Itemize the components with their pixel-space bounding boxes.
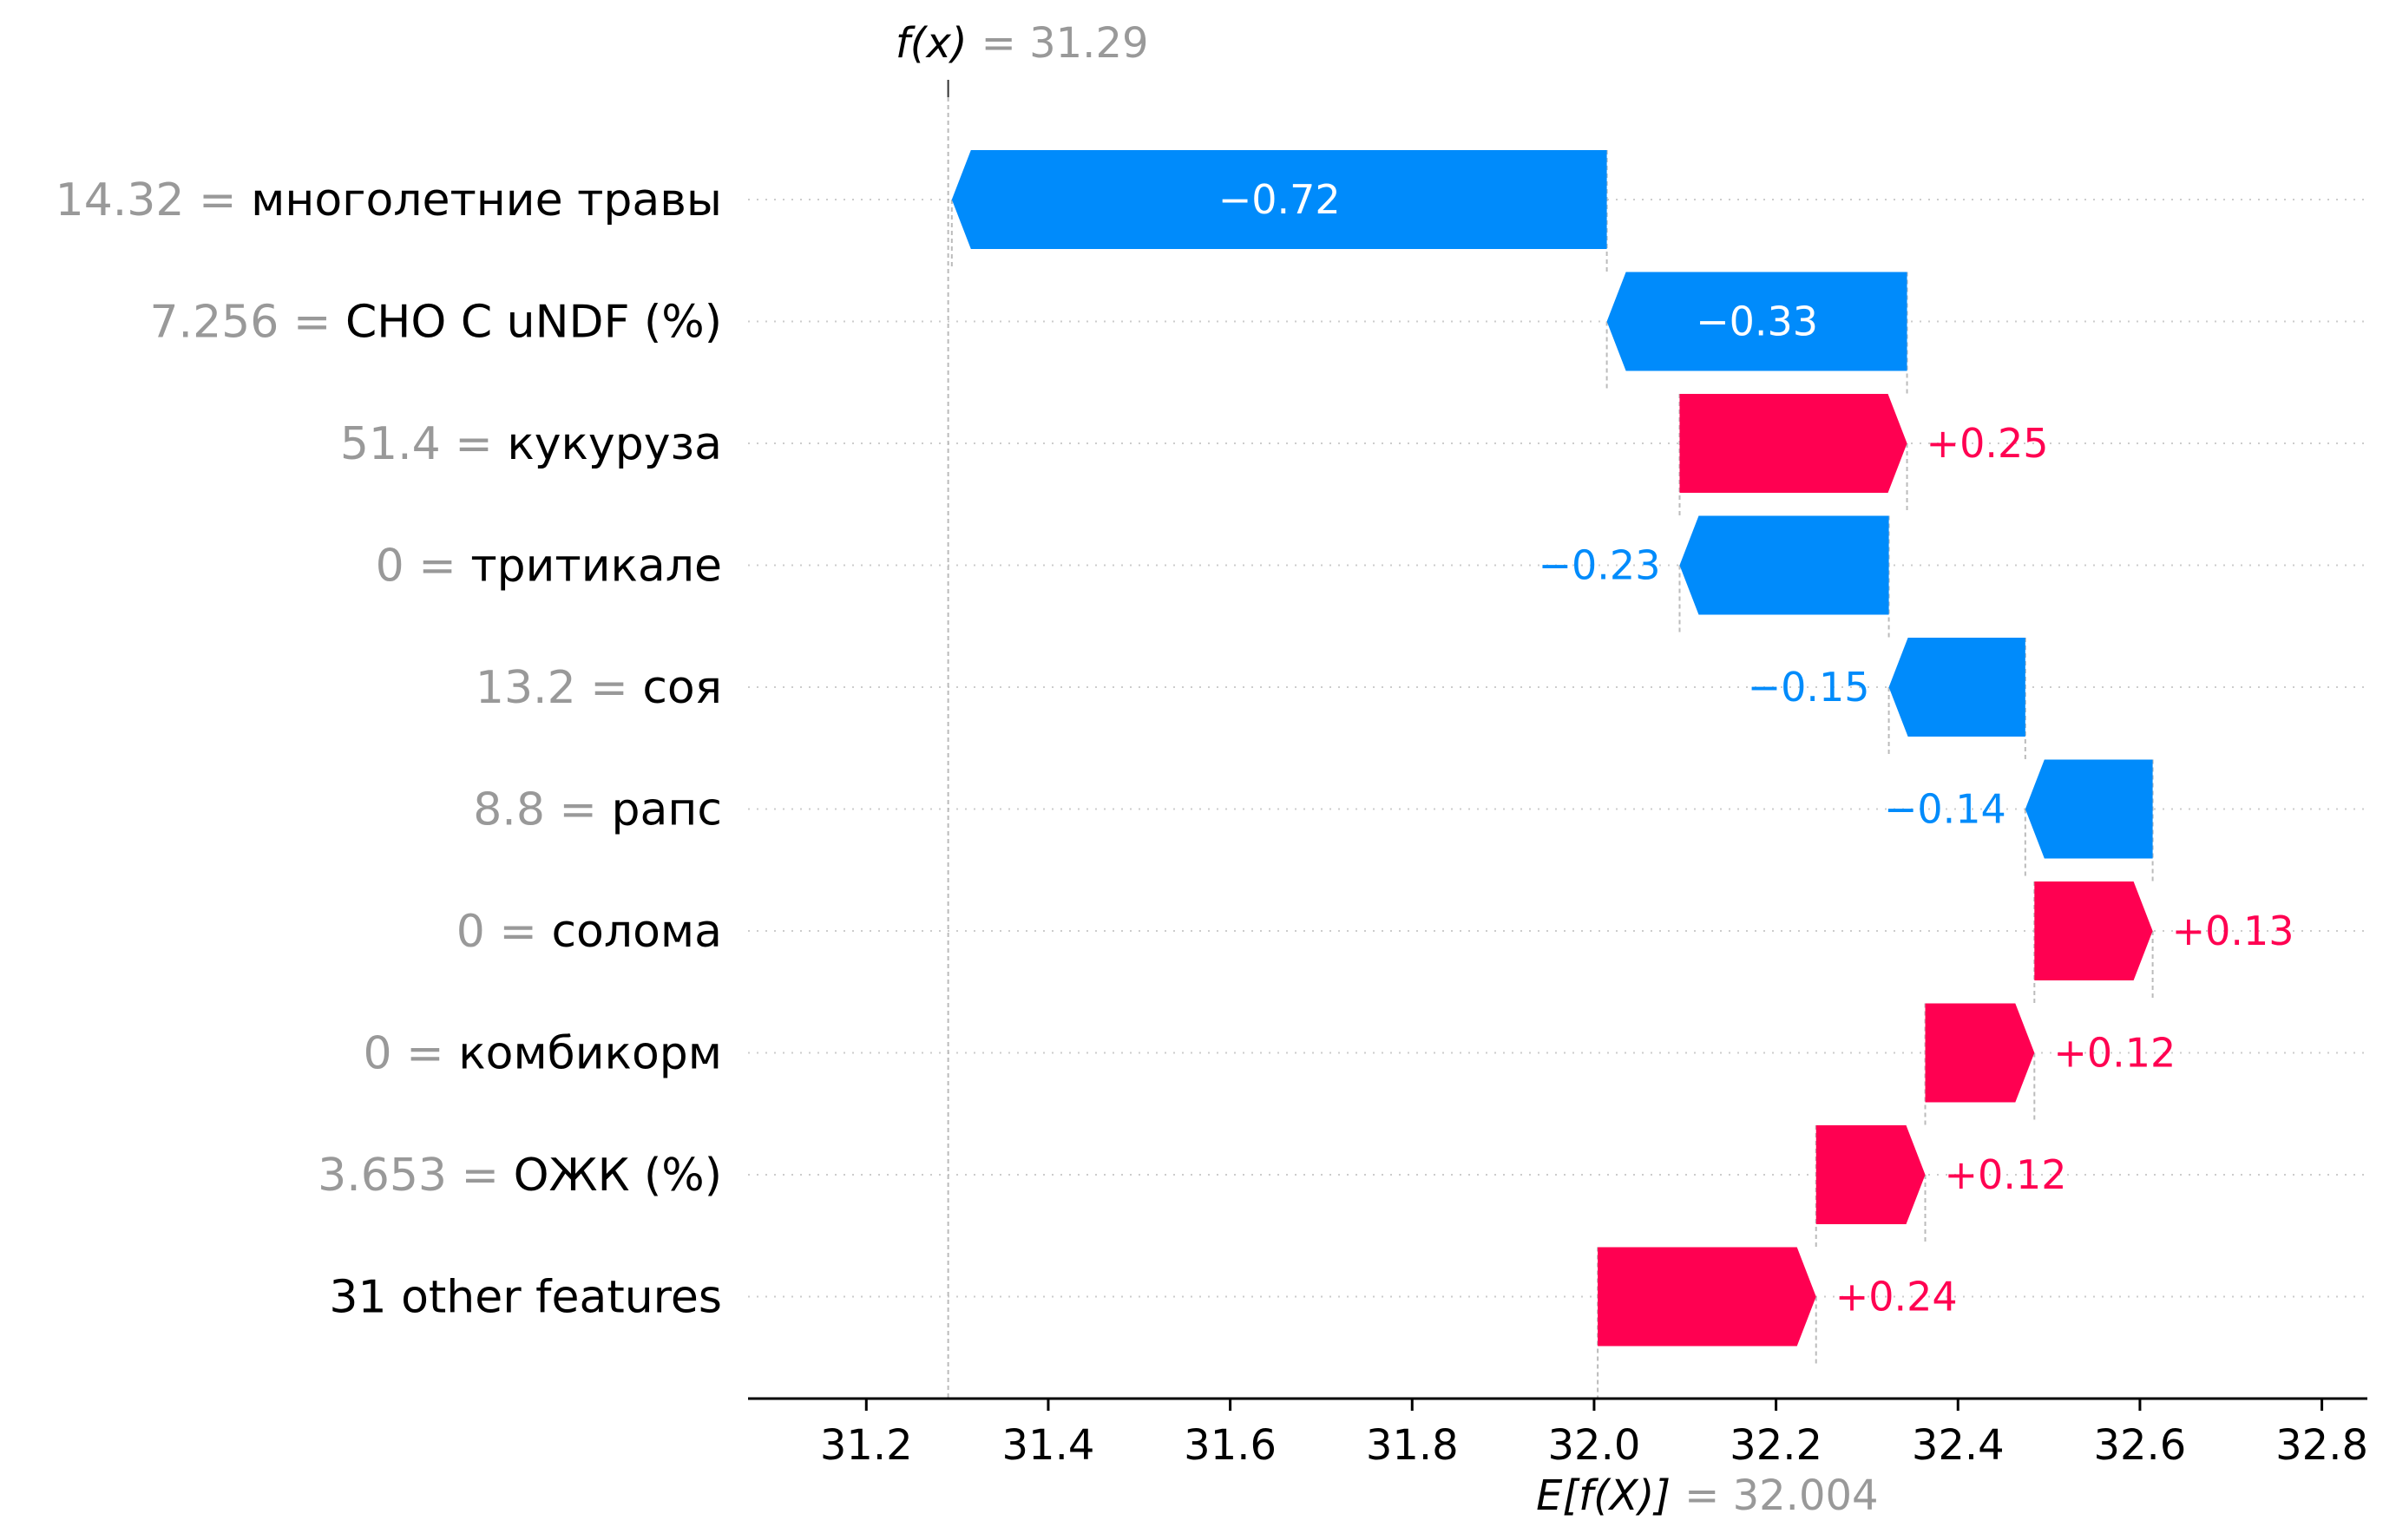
feature-value: 0 = [364,1028,459,1080]
fx-header: f(x) = 31.29 [896,19,1149,68]
feature-label: 3.653 = ОЖК (%) [318,1150,722,1202]
feature-name: рапс [612,784,722,836]
label-layer: −0.72 14.32 = многолетние травы −0.33 7.256… [56,174,2294,1324]
feature-value: 8.8 = [473,784,611,836]
feature-value: 3.653 = [318,1150,514,1202]
feature-label: 31 other features [329,1272,722,1324]
x-tick-label: 32.6 [2093,1421,2186,1470]
feature-label: 14.32 = многолетние травы [56,174,722,226]
shap-value-label: +0.12 [2053,1030,2176,1077]
x-tick-label: 32.0 [1547,1421,1640,1470]
feature-name: комбикорм [458,1028,722,1080]
shap-value-label: −0.23 [1539,542,1661,589]
bar-layer [951,150,2153,1347]
connector-layer [947,80,2154,1399]
feature-name: 31 other features [329,1272,722,1324]
feature-name: кукуруза [507,418,722,470]
base-value-footer: E[f(X)] = 32.004 [1536,1471,1878,1520]
feature-label: 0 = солома [456,906,722,958]
feature-name: ОЖК (%) [514,1150,722,1202]
shap-value-label: −0.72 [1218,176,1341,223]
feature-value: 0 = [376,541,471,593]
shap-value-label: −0.33 [1696,298,1818,345]
feature-label: 13.2 = соя [476,662,722,714]
feature-name: солома [551,906,722,958]
x-tick-label: 32.8 [2275,1421,2368,1470]
shap-value-label: −0.15 [1748,664,1870,711]
x-tick-label: 31.8 [1366,1421,1459,1470]
x-tick-label: 32.4 [1912,1421,2005,1470]
feature-label: 0 = комбикорм [364,1028,723,1080]
shap-bar [1679,394,1907,493]
grid-layer [748,199,2367,1298]
base-value: = 32.004 [1684,1471,1878,1520]
feature-value: 13.2 = [476,662,642,714]
shap-value-label: +0.12 [1945,1151,2067,1198]
x-axis: 31.2 31.4 31.6 31.8 32.0 32.2 32.4 32.6 32.8 [748,1397,2368,1470]
base-label: E[f(X)] [1536,1471,1671,1520]
shap-value-label: +0.25 [1927,420,2049,467]
feature-value: 14.32 = [56,174,252,226]
feature-label: 51.4 = кукуруза [340,418,722,470]
x-tick-label: 31.2 [820,1421,913,1470]
shap-bar [1679,515,1889,615]
shap-bar [2025,759,2153,859]
shap-bar [1888,638,2025,737]
feature-value: 7.256 = [149,297,345,349]
shap-bar [1598,1247,1816,1347]
shap-value-label: +0.13 [2172,908,2294,954]
shap-bar [1606,272,1907,371]
feature-name: CHO C uNDF (%) [345,297,722,349]
fx-label: f(x) [896,19,968,68]
shap-bar [1815,1125,1926,1224]
shap-value-label: −0.14 [1884,786,2006,833]
feature-name: многолетние травы [251,174,722,226]
x-tick-label: 31.4 [1002,1421,1095,1470]
feature-label: 8.8 = рапс [473,784,722,836]
shap-bar [2034,881,2153,980]
feature-label: 7.256 = CHO C uNDF (%) [149,297,722,349]
feature-label: 0 = тритикале [376,541,722,593]
shap-value-label: +0.24 [1835,1274,1958,1320]
feature-name: соя [642,662,722,714]
feature-value: 0 = [456,906,552,958]
x-tick-label: 32.2 [1730,1421,1822,1470]
x-tick-label: 31.6 [1184,1421,1277,1470]
shap-bar [951,150,1607,249]
shap-bar [1925,1003,2035,1103]
feature-value: 51.4 = [340,418,507,470]
feature-name: тритикале [470,541,722,593]
fx-value: = 31.29 [981,19,1149,68]
